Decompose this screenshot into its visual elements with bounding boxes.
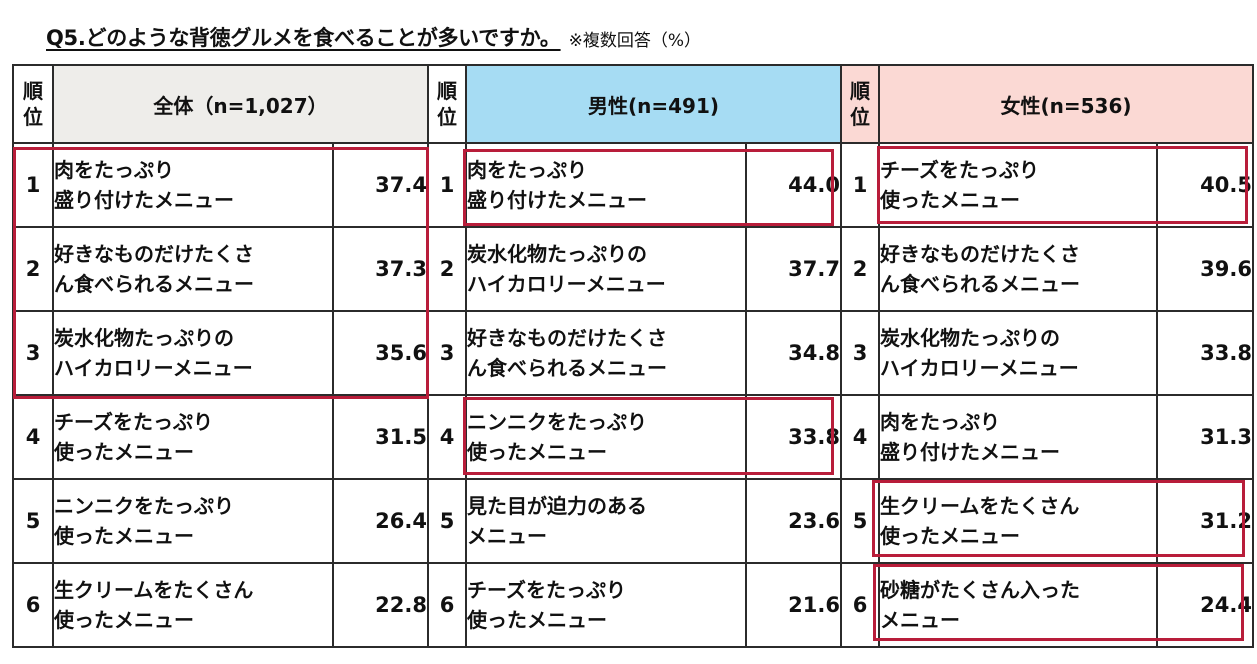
all-value-cell: 37.3 bbox=[332, 226, 429, 312]
page-title: Q5.どのような背徳グルメを食べることが多いですか。 bbox=[46, 26, 561, 50]
male-item-cell: チーズをたっぷり 使ったメニュー bbox=[465, 562, 747, 648]
male-rank-cell: 3 bbox=[427, 310, 467, 396]
all-rank-cell: 6 bbox=[12, 562, 54, 648]
male-rank-cell: 4 bbox=[427, 394, 467, 480]
rank-header-female: 順位 bbox=[840, 64, 880, 144]
female-value-cell: 40.5 bbox=[1156, 142, 1254, 228]
all-item-cell: チーズをたっぷり 使ったメニュー bbox=[52, 394, 334, 480]
female-value-cell: 31.3 bbox=[1156, 394, 1254, 480]
table-row: 5 ニンニクをたっぷり 使ったメニュー 26.4 5 見た目が迫力のある メニュー 23.… bbox=[12, 478, 1254, 564]
group-header-all: 全体（n=1,027） bbox=[52, 64, 429, 144]
female-value-cell: 39.6 bbox=[1156, 226, 1254, 312]
all-item-cell: 炭水化物たっぷりの ハイカロリーメニュー bbox=[52, 310, 334, 396]
female-rank-cell: 3 bbox=[840, 310, 880, 396]
group-header-male: 男性(n=491) bbox=[465, 64, 842, 144]
male-rank-cell: 6 bbox=[427, 562, 467, 648]
rank-header-male: 順位 bbox=[427, 64, 467, 144]
female-value-cell: 31.2 bbox=[1156, 478, 1254, 564]
all-rank-cell: 2 bbox=[12, 226, 54, 312]
table-body: 1 肉をたっぷり 盛り付けたメニュー 37.4 1 肉をたっぷり 盛り付けたメニュー 44… bbox=[12, 142, 1254, 648]
male-item-cell: 見た目が迫力のある メニュー bbox=[465, 478, 747, 564]
male-item-cell: 肉をたっぷり 盛り付けたメニュー bbox=[465, 142, 747, 228]
table-header-row: 順位 全体（n=1,027） 順位 男性(n=491) 順位 女性(n=536) bbox=[12, 64, 1254, 144]
table-row: 6 生クリームをたくさん 使ったメニュー 22.8 6 チーズをたっぷり 使ったメニュー… bbox=[12, 562, 1254, 648]
all-item-cell: 生クリームをたくさん 使ったメニュー bbox=[52, 562, 334, 648]
group-header-female: 女性(n=536) bbox=[878, 64, 1254, 144]
all-rank-cell: 1 bbox=[12, 142, 54, 228]
table-row: 1 肉をたっぷり 盛り付けたメニュー 37.4 1 肉をたっぷり 盛り付けたメニュー 44… bbox=[12, 142, 1254, 228]
male-rank-cell: 1 bbox=[427, 142, 467, 228]
female-item-cell: 炭水化物たっぷりの ハイカロリーメニュー bbox=[878, 310, 1158, 396]
all-value-cell: 26.4 bbox=[332, 478, 429, 564]
male-value-cell: 44.0 bbox=[745, 142, 842, 228]
female-rank-cell: 4 bbox=[840, 394, 880, 480]
male-value-cell: 33.8 bbox=[745, 394, 842, 480]
male-item-cell: ニンニクをたっぷり 使ったメニュー bbox=[465, 394, 747, 480]
male-rank-cell: 5 bbox=[427, 478, 467, 564]
female-rank-cell: 6 bbox=[840, 562, 880, 648]
all-value-cell: 31.5 bbox=[332, 394, 429, 480]
female-rank-cell: 2 bbox=[840, 226, 880, 312]
male-value-cell: 21.6 bbox=[745, 562, 842, 648]
female-value-cell: 24.4 bbox=[1156, 562, 1254, 648]
answer-note: ※複数回答（%） bbox=[568, 31, 701, 51]
female-value-cell: 33.8 bbox=[1156, 310, 1254, 396]
table-row: 3 炭水化物たっぷりの ハイカロリーメニュー 35.6 3 好きなものだけたくさ ん食べ… bbox=[12, 310, 1254, 396]
male-rank-cell: 2 bbox=[427, 226, 467, 312]
all-value-cell: 35.6 bbox=[332, 310, 429, 396]
male-item-cell: 炭水化物たっぷりの ハイカロリーメニュー bbox=[465, 226, 747, 312]
female-item-cell: 生クリームをたくさん 使ったメニュー bbox=[878, 478, 1158, 564]
all-rank-cell: 4 bbox=[12, 394, 54, 480]
female-item-cell: 好きなものだけたくさ ん食べられるメニュー bbox=[878, 226, 1158, 312]
all-rank-cell: 3 bbox=[12, 310, 54, 396]
all-item-cell: ニンニクをたっぷり 使ったメニュー bbox=[52, 478, 334, 564]
male-value-cell: 34.8 bbox=[745, 310, 842, 396]
ranking-table: 順位 全体（n=1,027） 順位 男性(n=491) 順位 女性(n=536)… bbox=[12, 64, 1254, 648]
title-area: Q5.どのような背徳グルメを食べることが多いですか。 ※複数回答（%） bbox=[46, 12, 701, 52]
all-item-cell: 肉をたっぷり 盛り付けたメニュー bbox=[52, 142, 334, 228]
female-rank-cell: 5 bbox=[840, 478, 880, 564]
female-item-cell: 砂糖がたくさん入った メニュー bbox=[878, 562, 1158, 648]
male-item-cell: 好きなものだけたくさ ん食べられるメニュー bbox=[465, 310, 747, 396]
female-rank-cell: 1 bbox=[840, 142, 880, 228]
table-row: 4 チーズをたっぷり 使ったメニュー 31.5 4 ニンニクをたっぷり 使ったメニュー 3… bbox=[12, 394, 1254, 480]
male-value-cell: 23.6 bbox=[745, 478, 842, 564]
all-item-cell: 好きなものだけたくさ ん食べられるメニュー bbox=[52, 226, 334, 312]
male-value-cell: 37.7 bbox=[745, 226, 842, 312]
all-rank-cell: 5 bbox=[12, 478, 54, 564]
female-item-cell: チーズをたっぷり 使ったメニュー bbox=[878, 142, 1158, 228]
table-row: 2 好きなものだけたくさ ん食べられるメニュー 37.3 2 炭水化物たっぷりの ハイカ… bbox=[12, 226, 1254, 312]
all-value-cell: 22.8 bbox=[332, 562, 429, 648]
rank-header-all: 順位 bbox=[12, 64, 54, 144]
all-value-cell: 37.4 bbox=[332, 142, 429, 228]
female-item-cell: 肉をたっぷり 盛り付けたメニュー bbox=[878, 394, 1158, 480]
